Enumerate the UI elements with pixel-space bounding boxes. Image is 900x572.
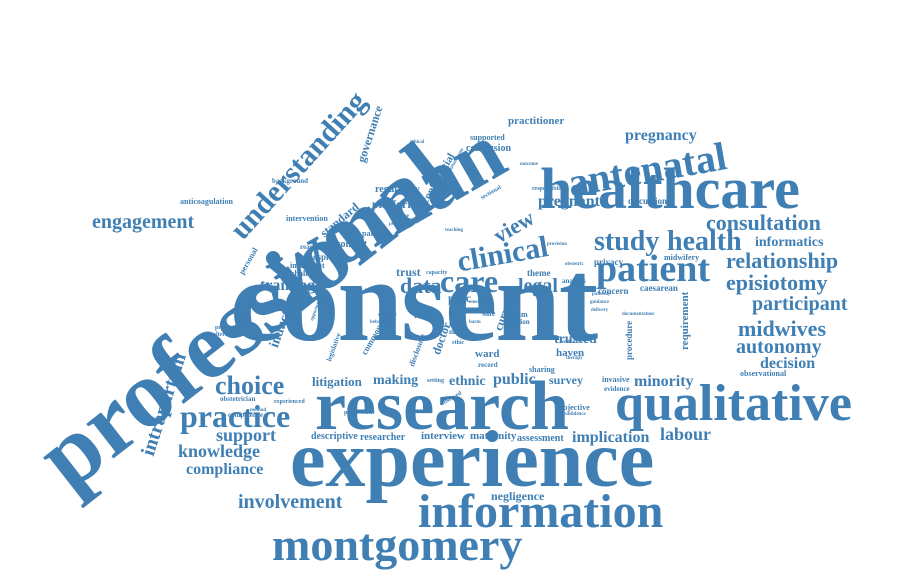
word-engagement: engagement [92,212,194,232]
word-context: context [336,240,367,250]
word-safe: safe [482,310,495,318]
word-midwifery: midwifery [664,254,699,262]
word-researcher: researcher [360,433,405,443]
word-caesarean: caesarean [640,284,678,293]
word-privacy: privacy [594,258,623,267]
word-ward: ward [475,349,499,360]
word-descriptive: descriptive [311,432,358,442]
word-background: background [272,178,308,185]
word-maternity: maternity [470,431,516,442]
word-autonomy: autonomy [736,337,822,357]
word-minority: minority [634,374,694,390]
word-study: study [594,228,659,256]
word-compliance: compliance [186,462,263,478]
word-implication: implication [572,430,649,446]
word-experienced: experienced [274,399,305,405]
word-pregnant: pregnant [538,194,600,210]
word-mental: mental [449,329,470,336]
word-delivery: delivery [591,308,608,313]
word-alternative: alternative [213,332,241,338]
word-episiotomy: episiotomy [726,272,827,294]
word-narrative: narrative [389,214,409,219]
word-reasonable: reasonable [300,244,332,251]
word-analysis: analysis [562,278,586,285]
word-regulatory: regulatory [375,185,420,195]
word-informatics: informatics [755,236,823,250]
word-relationship: relationship [726,250,838,272]
word-principle: principle [365,288,384,293]
word-labour: labour [660,425,711,443]
word-ethnic: ethnic [449,375,486,389]
word-outcome: outcome [520,162,538,167]
word-survey: survey [549,374,583,386]
word-evidence: evidence [604,386,630,393]
word-making: making [373,374,418,388]
word-sharing: sharing [529,366,555,374]
word-challenge: challenge [291,270,323,278]
word-partum: partum [362,230,388,238]
word-guidance: guidance [590,300,609,305]
word-negligence: negligence [491,490,544,502]
word-therapy: therapy [566,356,583,361]
word-risk: risk [414,312,427,320]
word-involvement: involvement [238,492,342,512]
word-ethical: ethical [410,140,424,145]
word-focus: focus [449,320,467,328]
word-specific: specific [378,312,397,318]
word-interview: interview [421,431,465,442]
word-emerge: emerge [469,300,485,305]
word-obstetrician: obstetrician [220,396,255,403]
word-prevention: prevention [215,325,243,331]
word-provision: provision [547,242,567,247]
word-responsibility: responsibility [532,186,567,192]
word-assessment: assessment [517,434,564,444]
word-feedback: feedback [560,340,579,345]
word-practitioner: practitioner [508,116,564,127]
word-competence: competence [228,412,263,419]
word-requirement: requirement [680,292,691,350]
word-anticoagulation: anticoagulation [180,198,233,206]
word-procedure: procedure [625,321,634,360]
word-behaviour: behaviour [370,320,392,325]
word-ethic: ethic [452,340,464,346]
word-trust: trust [396,266,421,278]
word-section: section [509,319,530,326]
word-obstetric: obstetric [565,262,584,267]
word-conclusion: conclusion [466,144,511,154]
word-theme: theme [527,269,551,278]
word-teaching: teaching [445,228,463,233]
word-intervention: intervention [286,215,328,223]
word-montgomery: montgomery [272,522,522,568]
word-objective: objective [559,404,590,412]
word-psychiatry: psychiatry [389,222,412,227]
word-litigation: litigation [312,375,362,388]
word-documentation: documentation [622,312,654,317]
word-supported: supported [470,134,505,142]
word-problematic: problematic [344,410,375,416]
word-proc: proc [448,292,471,304]
word-invasive: invasive [602,376,630,384]
word-platform: platform [372,198,417,210]
word-confidence: confidence [563,412,586,417]
word-participant: participant [752,294,848,314]
word-harm: harm [469,320,481,325]
word-record: record [478,362,498,369]
word-method: method [250,408,266,413]
word-discussion: discussion [628,197,667,206]
word-observational: observational [740,370,786,378]
word-pathway: pathway [592,292,610,297]
word-legal: legal [518,276,558,296]
word-support: support [216,426,276,444]
word-consultation: consultation [706,212,821,234]
word-capacity: capacity [426,270,447,276]
word-pregnancy: pregnancy [625,128,697,144]
word-setting: setting [427,378,444,384]
word-public: public [493,372,536,388]
